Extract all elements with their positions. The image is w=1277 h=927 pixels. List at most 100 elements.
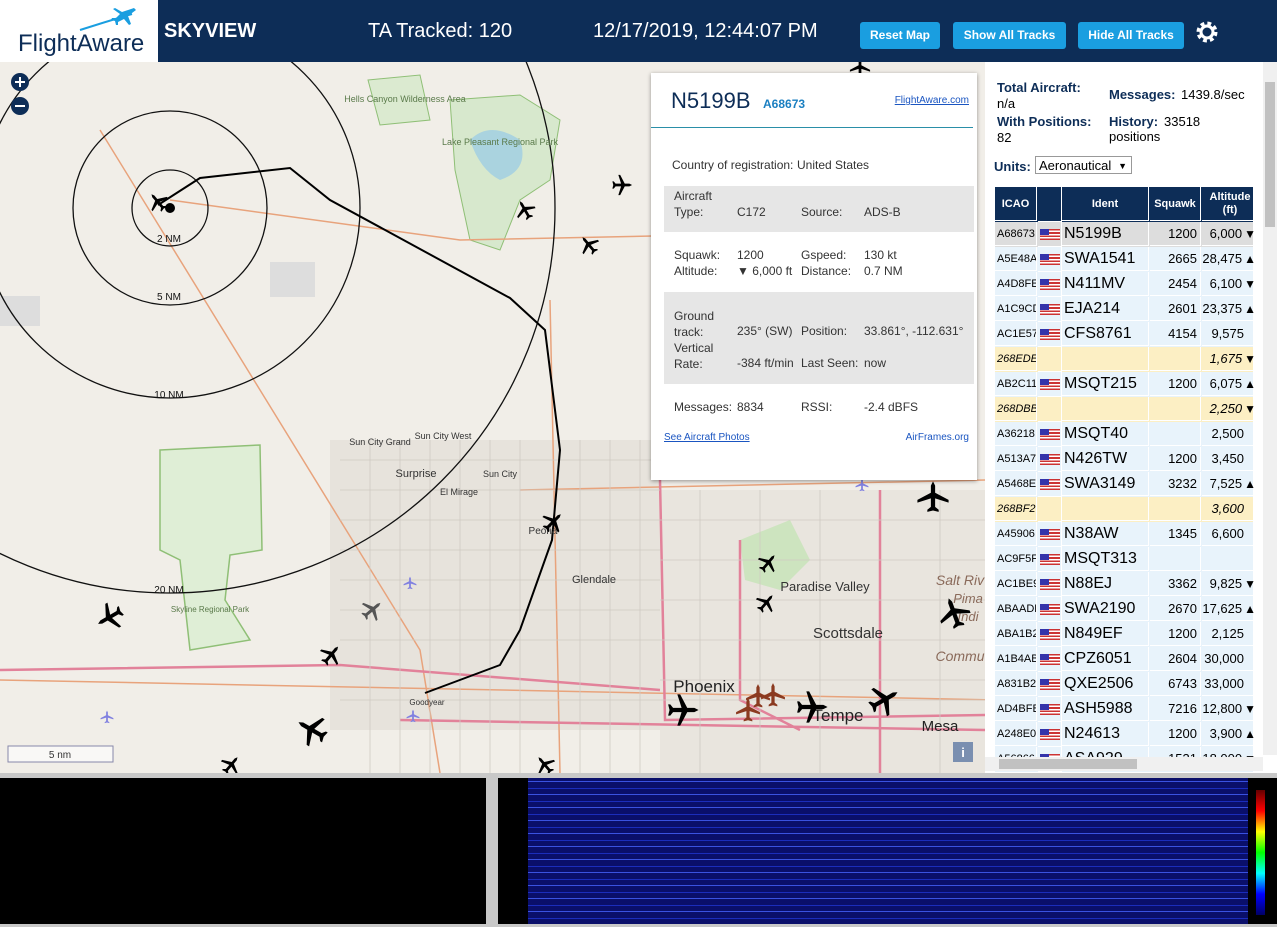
altitude-cell[interactable]: 9,575	[1202, 322, 1259, 346]
ident-cell-text[interactable]: QXE2506	[1064, 675, 1134, 692]
icao-cell[interactable]: A68673	[995, 222, 1037, 246]
icao-cell-text[interactable]: AB2C11	[997, 378, 1037, 390]
squawk-cell[interactable]	[1150, 422, 1201, 446]
ident-cell-text[interactable]: ASH5988	[1064, 700, 1133, 717]
altitude-cell-text[interactable]: 28,475	[1202, 251, 1243, 266]
table-row[interactable]: AC9F5F MSQT313	[995, 547, 1259, 572]
trend-arrow[interactable]: ▼	[1244, 702, 1256, 716]
table-row[interactable]: AC1BE9 N88EJ 3362 9,825 ▼	[995, 572, 1259, 597]
icao-cell[interactable]: A1C9CD	[995, 297, 1037, 321]
us-flag[interactable]	[1040, 654, 1060, 665]
squawk-cell-text[interactable]: 1200	[1168, 226, 1197, 241]
us-flag[interactable]	[1040, 429, 1060, 440]
ident-cell-text[interactable]: SWA2190	[1064, 600, 1136, 617]
squawk-cell-text[interactable]: 2665	[1168, 251, 1197, 266]
icao-cell[interactable]: A831B2	[995, 672, 1037, 696]
us-flag[interactable]	[1040, 629, 1060, 640]
squawk-cell-text[interactable]: 4154	[1168, 326, 1197, 341]
squawk-cell[interactable]: 3232	[1150, 472, 1201, 496]
squawk-cell[interactable]: 4154	[1150, 322, 1201, 346]
reset-map-button[interactable]: Reset Map	[860, 22, 940, 49]
table-row[interactable]: A68673 N5199B 1200 6,000 ▼	[995, 222, 1259, 247]
altitude-cell[interactable]: 2,125	[1202, 622, 1259, 646]
altitude-cell[interactable]: 2,500	[1202, 422, 1259, 446]
ident-cell[interactable]: N5199B	[1062, 222, 1149, 246]
altitude-cell-text[interactable]: 9,575	[1211, 326, 1244, 341]
table-row[interactable]: 268DBB 2,250 ▼	[995, 397, 1259, 422]
ident-cell-text[interactable]: CPZ6051	[1064, 650, 1132, 667]
ident-cell-text[interactable]: N38AW	[1064, 525, 1119, 542]
icao-cell[interactable]: A5468E	[995, 472, 1037, 496]
icao-cell[interactable]: AC1BE9	[995, 572, 1037, 596]
icao-cell-text[interactable]: A36218	[997, 428, 1035, 440]
icao-cell[interactable]: AC9F5F	[995, 547, 1037, 571]
ident-cell-text[interactable]: EJA214	[1064, 300, 1121, 317]
altitude-cell-text[interactable]: 3,600	[1211, 501, 1244, 516]
icao-cell-text[interactable]: A45906	[997, 528, 1035, 540]
icao-cell[interactable]: A45906	[995, 522, 1037, 546]
ident-cell-text[interactable]: SWA3149	[1064, 475, 1136, 492]
icao-cell-text[interactable]: AC9F5F	[997, 553, 1037, 565]
altitude-cell-text[interactable]: 2,125	[1211, 626, 1244, 641]
units-value[interactable]: Aeronautical	[1039, 158, 1112, 173]
ident-cell-text[interactable]: MSQT40	[1064, 425, 1129, 442]
altitude-cell[interactable]: 7,525 ▲	[1202, 472, 1259, 496]
icao-cell[interactable]: A36218	[995, 422, 1037, 446]
flag-cell[interactable]	[1038, 422, 1062, 447]
icao-cell-text[interactable]: 268EDE	[997, 353, 1037, 365]
squawk-cell-text[interactable]: 3362	[1168, 576, 1197, 591]
ident-cell-text[interactable]: N411MV	[1064, 275, 1126, 292]
icao-cell-text[interactable]: AC1BE9	[997, 578, 1037, 590]
altitude-cell[interactable]: 3,900 ▲	[1202, 722, 1259, 746]
ident-cell[interactable]: N24613	[1062, 722, 1149, 746]
ident-cell-text[interactable]: MSQT313	[1064, 550, 1137, 567]
us-flag[interactable]	[1040, 379, 1060, 390]
ident-cell-text[interactable]: MSQT215	[1064, 375, 1137, 392]
altitude-cell[interactable]: 30,000	[1202, 647, 1259, 671]
altitude-cell-text[interactable]: 2,500	[1211, 426, 1244, 441]
settings-icon[interactable]	[1195, 20, 1219, 44]
flag-cell[interactable]	[1038, 672, 1062, 697]
ident-cell[interactable]: ASH5988	[1062, 697, 1149, 721]
trend-arrow[interactable]: ▼	[1244, 277, 1256, 291]
ident-cell[interactable]	[1062, 497, 1149, 521]
horizontal-scrollbar[interactable]	[985, 757, 1263, 771]
icao-cell-text[interactable]: A831B2	[997, 678, 1037, 690]
altitude-cell[interactable]: 6,600	[1202, 522, 1259, 546]
table-row[interactable]: A45906 N38AW 1345 6,600	[995, 522, 1259, 547]
trend-arrow[interactable]: ▲	[1244, 727, 1256, 741]
icao-cell[interactable]: ABAADD	[995, 597, 1037, 621]
altitude-cell-text[interactable]: 23,375	[1202, 301, 1243, 316]
squawk-cell[interactable]: 2601	[1150, 297, 1201, 321]
icao-cell[interactable]: 268BF2	[995, 497, 1037, 521]
icao-cell[interactable]: A5E48A	[995, 247, 1037, 271]
altitude-cell[interactable]: 9,825 ▼	[1202, 572, 1259, 596]
us-flag[interactable]	[1040, 304, 1060, 315]
altitude-cell-text[interactable]: 6,100	[1209, 276, 1243, 291]
squawk-cell[interactable]: 1200	[1150, 222, 1201, 246]
ident-cell[interactable]: N849EF	[1062, 622, 1149, 646]
squawk-cell-text[interactable]: 1200	[1168, 726, 1197, 741]
icao-cell-text[interactable]: A5468E	[997, 478, 1037, 490]
ident-cell[interactable]: SWA1541	[1062, 247, 1149, 271]
flag-cell[interactable]	[1038, 222, 1062, 247]
dropdown-arrow[interactable]: ▼	[1118, 161, 1127, 171]
squawk-cell[interactable]: 2670	[1150, 597, 1201, 621]
trend-arrow[interactable]: ▲	[1244, 602, 1256, 616]
flag-cell[interactable]	[1038, 722, 1062, 747]
trend-arrow[interactable]: ▼	[1244, 352, 1256, 366]
icao-cell-text[interactable]: ABAADD	[997, 603, 1036, 615]
flag-cell[interactable]	[1038, 547, 1062, 572]
flag-cell[interactable]	[1038, 622, 1062, 647]
table-row[interactable]: 268EDE 1,675 ▼	[995, 347, 1259, 372]
table-row[interactable]: A5E48A SWA1541 2665 28,475 ▲	[995, 247, 1259, 272]
table-row[interactable]: A5468E SWA3149 3232 7,525 ▲	[995, 472, 1259, 497]
us-flag[interactable]	[1040, 479, 1060, 490]
table-row[interactable]: A513A7 N426TW 1200 3,450	[995, 447, 1259, 472]
altitude-cell[interactable]: 28,475 ▲	[1202, 247, 1259, 271]
flag-cell[interactable]	[1038, 497, 1062, 522]
table-row[interactable]: AB2C11 MSQT215 1200 6,075 ▲	[995, 372, 1259, 397]
squawk-cell-text[interactable]: 1345	[1168, 526, 1197, 541]
squawk-cell[interactable]: 6743	[1150, 672, 1201, 696]
header-cell[interactable]: Ident	[1062, 187, 1149, 221]
